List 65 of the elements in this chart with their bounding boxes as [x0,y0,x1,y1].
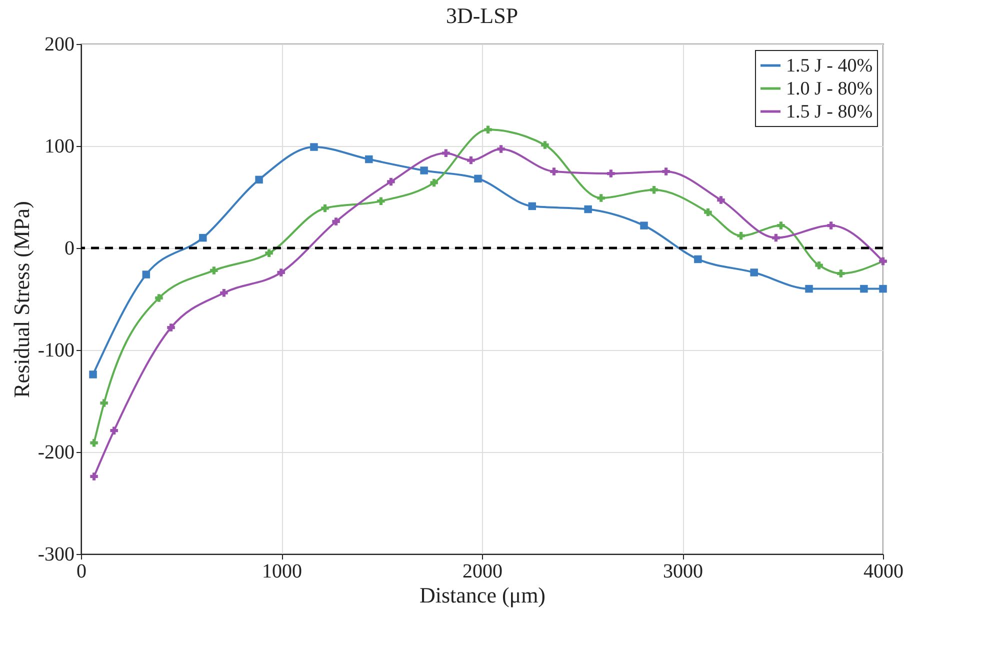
point [442,149,450,158]
y-tick-label: -200 [38,442,74,464]
point [750,268,758,276]
point [420,166,428,174]
point [321,204,329,212]
point [650,186,658,194]
point [430,178,438,187]
point [89,370,97,378]
point [100,399,108,407]
point [584,205,592,214]
x-tick-label: 1000 [262,560,302,582]
point [377,197,385,205]
y-tick-label: 100 [44,136,74,158]
point [528,202,536,210]
point [155,294,163,302]
point [607,170,615,178]
legend-label: 1.0 J - 80% [786,78,873,100]
point [662,168,670,176]
point [365,155,373,164]
point [772,234,780,242]
point [879,284,887,293]
x-tick-label: 4000 [864,560,904,582]
point [332,218,340,226]
point [497,145,505,153]
point [640,222,648,230]
point [277,268,285,276]
point [142,270,150,278]
x-tick-label: 2000 [462,560,502,582]
point [474,174,482,183]
point [694,255,702,264]
y-tick-label: -100 [38,340,74,362]
point [90,438,98,447]
point [815,261,823,270]
x-axis-title: Distance (μm) [419,582,546,608]
point [717,196,725,204]
point [597,194,605,202]
point [110,426,118,434]
point [310,143,318,151]
point [777,222,785,230]
point [90,472,98,480]
point [220,289,228,297]
point [167,324,175,332]
y-tick-label: -300 [38,544,74,566]
point [541,141,549,149]
point [860,284,868,293]
point [737,232,745,240]
y-axis-title: Residual Stress (MPa) [8,201,34,398]
point [265,249,273,257]
point [837,270,845,278]
point [387,178,395,186]
point [255,176,263,184]
point [805,284,813,293]
point [550,168,558,176]
point [704,208,712,216]
point [210,266,218,274]
point [827,222,835,230]
legend-label: 1.5 J - 80% [786,102,873,122]
y-tick-label: 200 [44,34,74,56]
x-tick-label: 3000 [663,560,703,582]
chart-title: 3D-LSP [446,3,518,28]
point [199,234,207,242]
legend-label: 1.5 J - 40% [786,56,873,76]
y-tick-label: 0 [64,238,74,260]
point [484,126,492,134]
point [467,156,475,164]
